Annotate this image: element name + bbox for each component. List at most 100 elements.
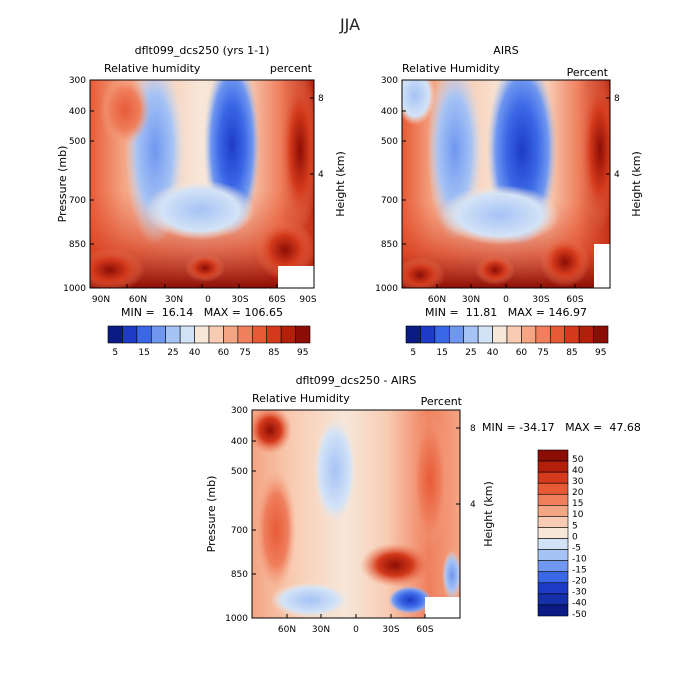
colorbar-label: -30	[572, 588, 587, 598]
colorbar-swatch	[208, 325, 224, 344]
colorbar-label: 25	[465, 348, 476, 358]
y2-axis-label: Height (km)	[334, 151, 347, 217]
y-tick-label: 400	[381, 107, 398, 117]
y-tick-label: 400	[69, 107, 86, 117]
contour-field-airs	[402, 80, 610, 288]
y-tick-label: 300	[231, 406, 248, 416]
colorbar-swatch	[537, 549, 569, 561]
y-tick-label: 400	[231, 437, 248, 447]
y-tick-label: 700	[381, 196, 398, 206]
colorbar-label: 40	[487, 348, 499, 358]
contour-field-model	[90, 80, 314, 288]
colorbar-label: 15	[436, 348, 447, 358]
x-ticks: 60N 30N 0 30S 60S	[428, 284, 584, 305]
colorbar-swatch	[537, 527, 569, 539]
colorbar-label: 0	[572, 532, 578, 542]
unit-label: Percent	[421, 395, 463, 408]
x-tick-label: 30S	[382, 625, 399, 635]
colorbar-swatch	[537, 493, 569, 506]
colorbar-label: 30	[572, 477, 584, 487]
y-tick-label: 300	[69, 76, 86, 86]
colorbar-swatch	[492, 325, 508, 344]
colorbar-swatch	[434, 325, 450, 344]
colorbar-swatch	[280, 325, 296, 344]
y-tick-label: 700	[231, 526, 248, 536]
figure-title: JJA	[339, 15, 360, 34]
x-tick-label: 30N	[165, 295, 183, 305]
colorbar-swatch	[477, 325, 493, 344]
colorbar-swatch	[237, 325, 253, 344]
y-tick-label: 1000	[225, 614, 248, 624]
colorbar-label: 75	[537, 348, 548, 358]
colorbar-swatch	[448, 325, 465, 344]
y2-ticks: 8 4	[456, 424, 476, 510]
colorbar-swatch	[537, 505, 569, 517]
colorbar-swatch	[537, 560, 569, 573]
y-ticks: 300 400 500 700 850 1000	[63, 76, 94, 294]
y2-axis-label: Height (km)	[482, 481, 495, 547]
colorbar-label: 40	[189, 348, 201, 358]
colorbar-label: 15	[138, 348, 149, 358]
y-ticks: 300 400 500 700 850 1000	[225, 406, 256, 624]
y-axis-label: Pressure (mb)	[56, 146, 69, 223]
x-ticks: 90N 60N 30N 0 30S 60S 90S	[89, 284, 317, 305]
colorbar-label: 60	[516, 348, 528, 358]
colorbar-swatch	[564, 325, 580, 344]
x-tick-label: 60N	[428, 295, 446, 305]
colorbar-swatch	[537, 471, 569, 484]
y-tick-label: 300	[381, 76, 398, 86]
y-tick-label: 500	[381, 137, 398, 147]
colorbar-label: 40	[572, 466, 584, 476]
colorbar-label: 60	[218, 348, 230, 358]
y-tick-label: 850	[69, 240, 86, 250]
x-tick-label: 90S	[299, 295, 316, 305]
colorbar-swatch	[179, 325, 195, 344]
colorbar-swatch	[463, 325, 479, 344]
colorbar-label: -40	[572, 599, 587, 609]
x-tick-label: 90N	[92, 295, 110, 305]
colorbar-label: -15	[572, 566, 587, 576]
x-tick-label: 60S	[416, 625, 433, 635]
colorbar-label: -50	[572, 610, 587, 620]
colorbar-label: 5	[572, 521, 578, 531]
colorbar: 5 15 25 40 60 75 85 95	[107, 325, 311, 358]
panel-title: dflt099_dcs250 - AIRS	[296, 374, 417, 387]
colorbar-swatch	[223, 325, 239, 344]
colorbar-swatch	[122, 325, 138, 344]
y2-tick-label: 4	[470, 500, 476, 510]
colorbar-swatch	[549, 325, 566, 344]
colorbar: 5 15 25 40 60 75 85 95	[405, 325, 609, 358]
colorbar-swatch	[405, 325, 421, 344]
y2-tick-label: 8	[614, 94, 620, 104]
y-tick-label: 1000	[63, 284, 86, 294]
contour-field-difference	[252, 410, 460, 618]
colorbar-swatch	[537, 593, 569, 606]
y2-tick-label: 4	[614, 170, 620, 180]
colorbar-swatch	[420, 325, 436, 344]
panel-title: AIRS	[493, 44, 518, 57]
stats-label: MIN = -34.17 MAX = 47.68	[482, 421, 641, 434]
colorbar-label: 25	[167, 348, 178, 358]
colorbar-swatch	[537, 449, 569, 462]
x-tick-label: 30N	[312, 625, 330, 635]
colorbar-swatch	[107, 325, 123, 344]
x-tick-label: 30S	[231, 295, 248, 305]
colorbar-label: 20	[572, 488, 584, 498]
colorbar-swatch	[537, 582, 569, 595]
panel-difference: dflt099_dcs250 - AIRS Relative Humidity …	[205, 374, 641, 635]
colorbar-swatch	[537, 516, 569, 528]
colorbar-swatch	[506, 325, 522, 344]
colorbar-label: 10	[572, 510, 584, 520]
colorbar-swatch	[165, 325, 181, 344]
colorbar-swatch	[537, 538, 569, 550]
colorbar-swatch	[251, 325, 268, 344]
colorbar-swatch	[194, 325, 210, 344]
colorbar-swatch	[150, 325, 167, 344]
colorbar-swatch	[521, 325, 537, 344]
colorbar-swatch	[537, 604, 569, 617]
y-tick-label: 850	[231, 570, 248, 580]
unit-label: percent	[270, 62, 313, 75]
colorbar-label: 95	[297, 348, 308, 358]
